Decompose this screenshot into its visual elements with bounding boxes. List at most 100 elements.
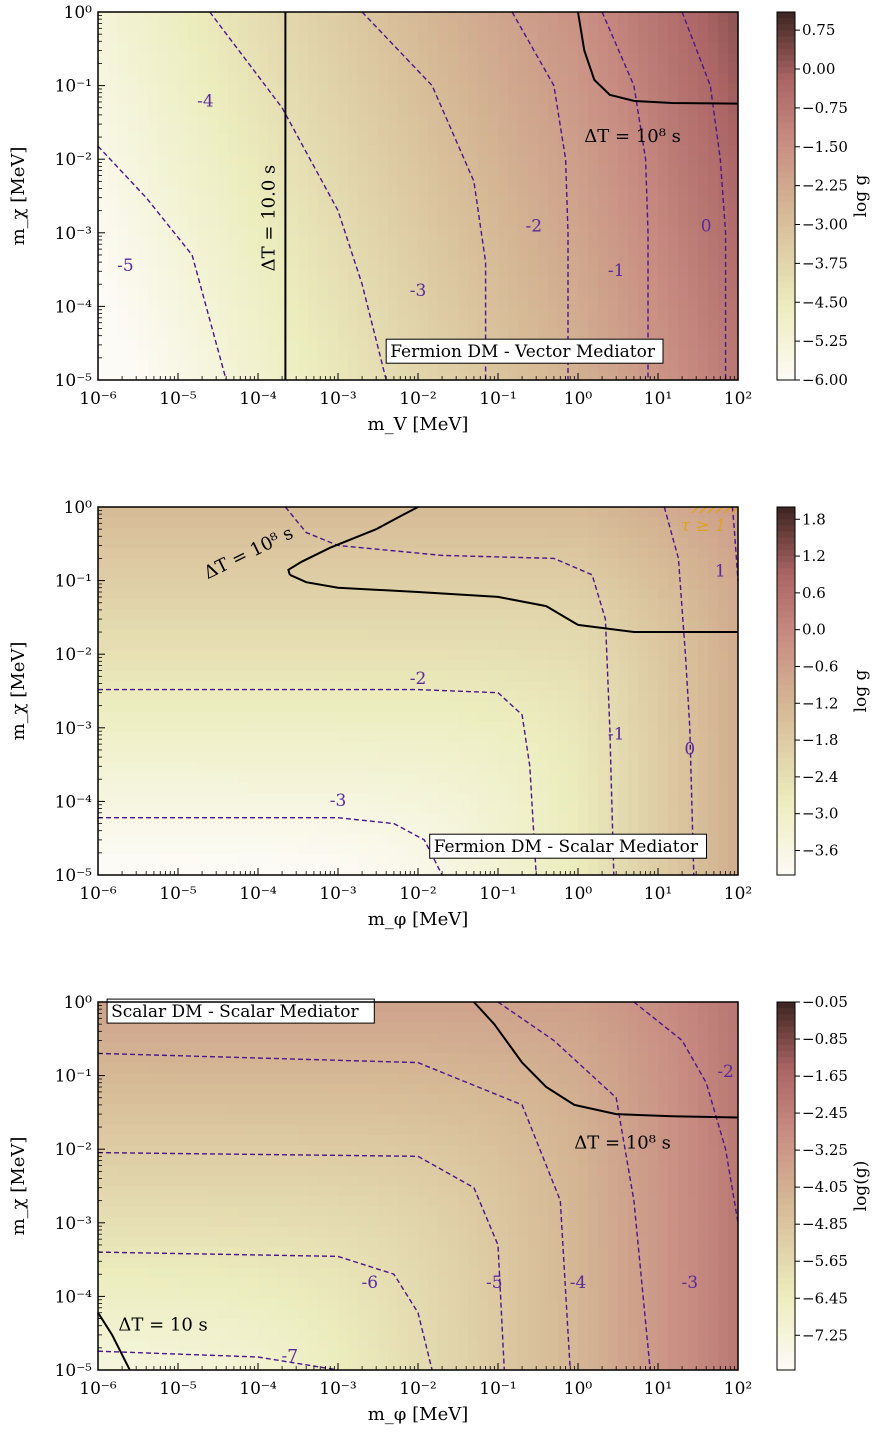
heatmap-cell bbox=[688, 124, 699, 136]
heatmap-cell bbox=[598, 42, 609, 54]
heatmap-cell bbox=[688, 288, 699, 299]
heatmap-cell bbox=[648, 104, 659, 115]
heatmap-cell bbox=[308, 104, 319, 115]
heatmap-cell bbox=[708, 660, 719, 672]
heatmap-cell bbox=[518, 517, 529, 529]
heatmap-cell bbox=[278, 22, 289, 34]
heatmap-cell bbox=[188, 63, 199, 74]
heatmap-cell bbox=[148, 349, 159, 361]
heatmap-cell bbox=[128, 328, 139, 340]
heatmap-cell bbox=[608, 629, 619, 641]
heatmap-cell bbox=[158, 619, 169, 631]
heatmap-cell bbox=[358, 124, 369, 136]
heatmap-cell bbox=[448, 124, 459, 136]
heatmap-cell bbox=[528, 793, 539, 805]
heatmap-cell bbox=[558, 32, 569, 44]
heatmap-cell bbox=[268, 339, 279, 350]
heatmap-cell bbox=[718, 650, 729, 661]
heatmap-cell bbox=[488, 359, 499, 371]
heatmap-cell bbox=[488, 578, 499, 590]
heatmap-cell bbox=[198, 527, 209, 539]
heatmap-cell bbox=[628, 609, 639, 621]
heatmap-cell bbox=[228, 144, 239, 156]
heatmap-cell bbox=[168, 742, 179, 753]
heatmap-cell bbox=[308, 114, 319, 126]
heatmap-cell bbox=[658, 588, 669, 600]
heatmap-cell bbox=[288, 813, 299, 825]
heatmap-cell bbox=[198, 83, 209, 95]
heatmap-cell bbox=[708, 650, 719, 661]
heatmap-cell bbox=[428, 155, 439, 166]
heatmap-cell bbox=[388, 680, 399, 692]
heatmap-cell bbox=[548, 680, 559, 692]
heatmap-cell bbox=[408, 257, 419, 269]
heatmap-cell bbox=[518, 823, 529, 835]
heatmap-cell bbox=[438, 155, 449, 166]
heatmap-cell bbox=[118, 216, 129, 228]
heatmap-cell bbox=[168, 359, 179, 371]
heatmap-cell bbox=[398, 834, 409, 845]
heatmap-cell bbox=[688, 93, 699, 105]
heatmap-cell bbox=[188, 588, 199, 600]
heatmap-cell bbox=[478, 318, 489, 330]
heatmap-cell bbox=[418, 823, 429, 835]
heatmap-cell bbox=[498, 12, 509, 23]
heatmap-cell bbox=[458, 721, 469, 733]
heatmap-cell bbox=[298, 226, 309, 238]
heatmap-cell bbox=[278, 369, 289, 381]
heatmap-cell bbox=[158, 318, 169, 330]
heatmap-cell bbox=[268, 803, 279, 815]
heatmap-cell bbox=[258, 650, 269, 661]
heatmap-cell bbox=[338, 144, 349, 156]
heatmap-cell bbox=[728, 124, 739, 136]
heatmap-cell bbox=[498, 236, 509, 248]
heatmap-cell bbox=[718, 144, 729, 156]
heatmap-cell bbox=[228, 578, 239, 590]
heatmap-cell bbox=[598, 267, 609, 279]
heatmap-cell bbox=[688, 349, 699, 361]
heatmap-cell bbox=[698, 73, 709, 85]
heatmap-cell bbox=[538, 328, 549, 340]
heatmap-cell bbox=[488, 660, 499, 672]
heatmap-cell bbox=[228, 772, 239, 784]
heatmap-cell bbox=[528, 772, 539, 784]
heatmap-cell bbox=[308, 568, 319, 580]
heatmap-cell bbox=[578, 22, 589, 34]
heatmap-cell bbox=[268, 527, 279, 539]
heatmap-cell bbox=[108, 609, 119, 621]
heatmap-cell bbox=[228, 114, 239, 126]
heatmap-cell bbox=[258, 298, 269, 310]
heatmap-cell bbox=[328, 267, 339, 279]
heatmap-cell bbox=[258, 639, 269, 651]
heatmap-cell bbox=[328, 114, 339, 126]
heatmap-cell bbox=[318, 216, 329, 228]
heatmap-cell bbox=[238, 247, 249, 258]
heatmap-cell bbox=[688, 783, 699, 794]
heatmap-cell bbox=[288, 691, 299, 702]
heatmap-cell bbox=[98, 731, 109, 743]
heatmap-cell bbox=[598, 298, 609, 310]
heatmap-cell bbox=[658, 32, 669, 44]
heatmap-cell bbox=[568, 12, 579, 23]
heatmap-cell bbox=[308, 527, 319, 539]
colorbar-step bbox=[777, 324, 795, 332]
heatmap-cell bbox=[98, 328, 109, 340]
heatmap-cell bbox=[508, 803, 519, 815]
heatmap-cell bbox=[278, 185, 289, 197]
heatmap-cell bbox=[678, 783, 689, 794]
heatmap-cell bbox=[198, 175, 209, 187]
heatmap-cell bbox=[508, 731, 519, 743]
heatmap-cell bbox=[468, 721, 479, 733]
heatmap-cell bbox=[648, 175, 659, 187]
heatmap-cell bbox=[388, 578, 399, 590]
heatmap-cell bbox=[718, 206, 729, 218]
heatmap-cell bbox=[368, 772, 379, 784]
heatmap-cell bbox=[498, 206, 509, 218]
heatmap-cell bbox=[388, 721, 399, 733]
heatmap-cell bbox=[168, 165, 179, 177]
heatmap-cell bbox=[228, 83, 239, 95]
heatmap-cell bbox=[448, 752, 459, 764]
heatmap-cell bbox=[528, 629, 539, 641]
heatmap-cell bbox=[558, 216, 569, 228]
heatmap-cell bbox=[418, 537, 429, 549]
